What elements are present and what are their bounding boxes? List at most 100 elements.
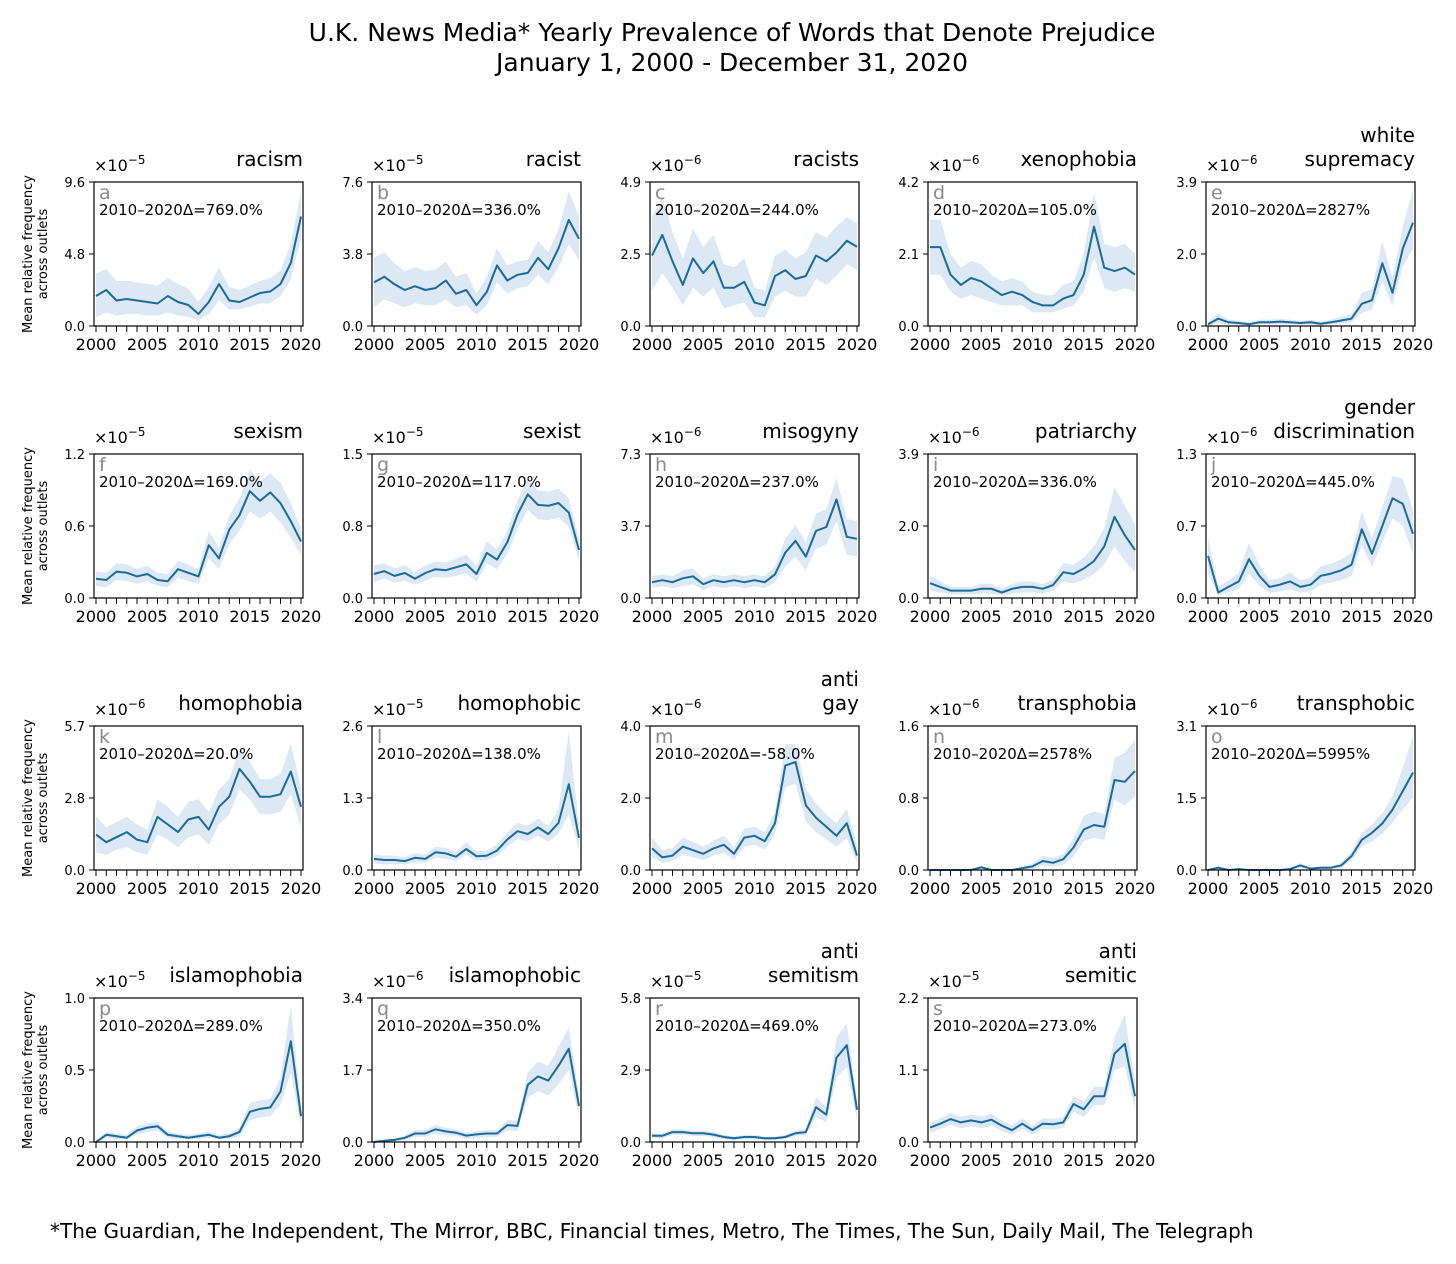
data-point [167, 295, 169, 297]
x-tick-label: 2005 [961, 879, 1002, 898]
y-tick-label: 2.2 [898, 992, 919, 1007]
x-tick-label: 2015 [1063, 335, 1104, 354]
data-point [846, 1044, 848, 1046]
series-line [1207, 497, 1414, 594]
data-point [1001, 592, 1003, 594]
data-point [578, 549, 580, 551]
data-point [116, 836, 118, 838]
data-point [1402, 503, 1404, 505]
panel-letter: f [99, 454, 107, 476]
data-point [404, 572, 406, 574]
data-point [815, 530, 817, 532]
panel-h: 2000 2005 2010 2015 2020 0.0 3.7 7.3 ×10−6 misogy… [620, 419, 877, 626]
data-point [506, 541, 508, 543]
data-point [970, 590, 972, 592]
x-tick-label: 2005 [405, 879, 446, 898]
x-tick-label: 2000 [632, 607, 673, 626]
data-point [455, 1132, 457, 1134]
y-tick-label: 2.0 [620, 792, 641, 807]
multiplier-base: ×10 [372, 156, 406, 175]
y-tick-label: 4.8 [64, 248, 85, 263]
data-point [1062, 858, 1064, 860]
data-point [960, 590, 962, 592]
y-tick-label: 3.7 [620, 520, 641, 535]
data-point [733, 853, 735, 855]
data-point [1207, 555, 1209, 557]
data-point [1351, 564, 1353, 566]
delta-annotation: 2010–2020Δ=273.0% [933, 1017, 1097, 1035]
data-point [970, 277, 972, 279]
data-point [980, 280, 982, 282]
x-tick-label: 2005 [405, 607, 446, 626]
data-point [672, 581, 674, 583]
x-tick-label: 2020 [281, 1151, 322, 1170]
data-point [465, 848, 467, 850]
multiplier-base: ×10 [94, 972, 128, 991]
data-point [517, 274, 519, 276]
data-point [157, 303, 159, 305]
data-point [1083, 829, 1085, 831]
panel-letter: d [933, 182, 945, 204]
data-point [836, 252, 838, 254]
x-tick-label: 2005 [1239, 607, 1280, 626]
data-point [846, 536, 848, 538]
data-point [1330, 573, 1332, 575]
data-point [1371, 299, 1373, 301]
data-point [1392, 292, 1394, 294]
data-point [486, 855, 488, 857]
data-point [476, 304, 478, 306]
data-point [269, 1106, 271, 1108]
x-tick-label: 2020 [281, 879, 322, 898]
data-point [1114, 516, 1116, 518]
data-point [578, 1105, 580, 1107]
x-tick-label: 2015 [229, 607, 270, 626]
data-point [754, 1136, 756, 1138]
figure-title-line2: January 1, 2000 - December 31, 2020 [494, 48, 968, 77]
data-point [980, 866, 982, 868]
x-tick-label: 2000 [76, 879, 117, 898]
y-tick-label: 3.9 [898, 448, 919, 463]
panel-letter: k [99, 726, 110, 748]
x-tick-label: 2015 [507, 879, 548, 898]
panel-title: anti [1099, 939, 1137, 963]
axis-multiplier: ×10−6 [650, 425, 701, 447]
series-line [95, 490, 302, 583]
delta-annotation: 2010–2020Δ=2827% [1211, 201, 1370, 219]
data-point [105, 841, 107, 843]
x-tick-label: 2005 [1239, 879, 1280, 898]
delta-annotation: 2010–2020Δ=336.0% [377, 201, 541, 219]
data-point [1258, 321, 1260, 323]
data-point [578, 238, 580, 240]
multiplier-base: ×10 [928, 700, 962, 719]
x-tick-label: 2015 [785, 879, 826, 898]
data-point [1103, 1095, 1105, 1097]
data-point [167, 824, 169, 826]
panel-title: patriarchy [1035, 419, 1137, 443]
data-point [1279, 584, 1281, 586]
delta-annotation: 2010–2020Δ=117.0% [377, 473, 541, 491]
panel-title: sexism [233, 419, 303, 443]
confidence-band [652, 744, 857, 863]
data-point [136, 1130, 138, 1132]
data-point [1042, 588, 1044, 590]
data-point [105, 289, 107, 291]
y-tick-label: 3.9 [1176, 176, 1197, 191]
data-point [1381, 525, 1383, 527]
data-point [1114, 1053, 1116, 1055]
delta-annotation: 2010–2020Δ=138.0% [377, 745, 541, 763]
panel-title: misogyny [762, 419, 859, 443]
data-point [754, 302, 756, 304]
y-tick-label: 7.6 [342, 176, 363, 191]
data-point [1042, 304, 1044, 306]
data-point [682, 284, 684, 286]
data-point [404, 1137, 406, 1139]
data-point [825, 260, 827, 262]
multiplier-base: ×10 [94, 428, 128, 447]
data-point [1310, 321, 1312, 323]
data-point [218, 806, 220, 808]
y-tick-label: 0.6 [64, 520, 85, 535]
data-point [187, 304, 189, 306]
y-tick-label: 0.0 [64, 592, 85, 607]
data-point [723, 287, 725, 289]
delta-annotation: 2010–2020Δ=5995% [1211, 745, 1370, 763]
